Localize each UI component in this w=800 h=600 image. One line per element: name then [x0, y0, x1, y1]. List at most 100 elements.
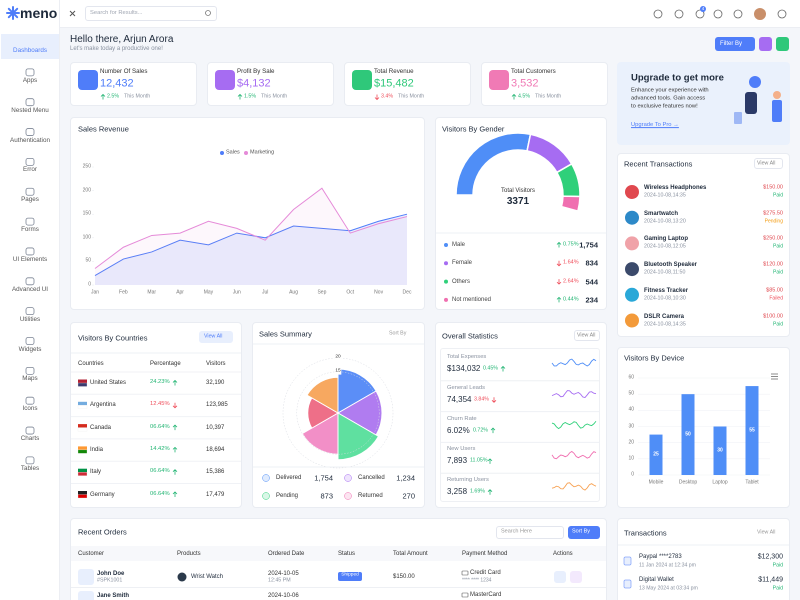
column-header: Customer	[78, 551, 105, 557]
menu-item[interactable]: Widgets	[18, 345, 42, 353]
label: Not mentioned	[452, 296, 492, 303]
label: Search Here	[501, 528, 532, 535]
label: 2024-10-08,14:35	[644, 192, 686, 199]
menu-item[interactable]: Dashboards	[13, 46, 47, 54]
label: 1.69%	[470, 488, 486, 495]
download-button[interactable]	[759, 37, 772, 51]
label[interactable]: View All	[577, 332, 596, 339]
x-tick-label: May	[203, 289, 214, 296]
value-label: 544	[585, 276, 598, 286]
menu-item[interactable]: Icons	[22, 405, 38, 413]
label: 12:45 PM	[268, 577, 291, 584]
label: Digital Wallet	[639, 577, 674, 583]
label: Returned	[358, 493, 383, 499]
label: $120.00	[763, 261, 783, 268]
menu-item[interactable]: Utilities	[19, 315, 41, 323]
menu-item[interactable]: Advanced UI	[11, 285, 49, 293]
menu-item[interactable]: Apps	[22, 76, 38, 84]
logo: meno	[20, 5, 58, 21]
view-action[interactable]	[554, 571, 566, 583]
view-all-button[interactable]	[199, 331, 233, 343]
label: $275.50	[763, 209, 783, 216]
card-title: Visitors By Gender	[442, 124, 505, 134]
edit-action[interactable]	[570, 571, 582, 583]
value-label: 834	[585, 258, 598, 268]
search-box[interactable]	[85, 6, 217, 21]
menu-item[interactable]: Maps	[22, 375, 38, 383]
column-header: Actions	[553, 551, 573, 557]
label: Pending	[276, 493, 299, 499]
label: 10,397	[206, 424, 225, 431]
label: Delivered	[276, 475, 302, 481]
label: 32,190	[206, 380, 225, 386]
label: $150.00	[393, 574, 415, 580]
column-header: Total Amount	[393, 551, 428, 557]
label: General Leads	[447, 384, 486, 391]
stat-value: 74,354	[447, 394, 472, 404]
x-tick-label: Apr	[176, 289, 184, 296]
column-header: Countries	[78, 361, 104, 367]
search-input[interactable]	[496, 526, 564, 539]
value-label: 1,754	[579, 240, 598, 250]
label: 2024-10-08,12:05	[644, 243, 686, 250]
label: 2024-10-08,13:20	[644, 218, 686, 225]
stat-value: $15,482	[374, 77, 414, 90]
y-tick-label: 10	[628, 455, 634, 462]
label: Germany	[90, 491, 115, 498]
label: 18,694	[206, 446, 225, 453]
stat-icon	[352, 70, 372, 90]
label[interactable]: View All	[204, 333, 223, 340]
label: 12.45%	[150, 401, 170, 408]
export-button[interactable]	[776, 37, 789, 51]
y-tick-label: 150	[82, 210, 91, 217]
menu-item[interactable]: Error	[23, 166, 37, 174]
menu-item[interactable]: Nested Menu	[11, 106, 49, 114]
menu-item[interactable]: Authentication	[10, 136, 50, 144]
x-tick-label: Tablet	[745, 479, 759, 486]
view-all-button[interactable]	[574, 330, 600, 341]
sort-button[interactable]: Sort By	[389, 330, 407, 337]
y-tick-label: 50	[628, 390, 634, 397]
label: 06.64%	[150, 423, 170, 430]
menu-item[interactable]: Forms	[21, 225, 39, 233]
x-tick-label: Mar	[147, 289, 157, 296]
upgrade-link[interactable]: Upgrade To Pro →	[631, 122, 679, 129]
card-title: Overall Statistics	[442, 331, 498, 341]
label: Wrist Watch	[191, 574, 224, 580]
x-tick-label: Aug	[289, 289, 298, 296]
x-tick-label: Feb	[119, 289, 128, 296]
label: Profit By Sale	[237, 67, 275, 75]
label: This Month	[124, 93, 151, 100]
label: This Month	[261, 93, 288, 100]
label: This Month	[398, 93, 425, 100]
column-header: Percentage	[150, 361, 181, 367]
table-header	[71, 546, 606, 561]
label: Italy	[90, 469, 102, 476]
stat-icon	[78, 70, 98, 90]
bar-label: 55	[749, 427, 755, 434]
visitors-countries-card	[70, 322, 242, 508]
label[interactable]: View All	[757, 160, 776, 167]
label: Total Revenue	[374, 67, 414, 75]
greeting: Hello there, Arjun Arora	[70, 34, 174, 45]
subtitle: Let's make today a productive one!	[70, 46, 163, 52]
x-tick-label: Jan	[90, 289, 100, 296]
menu-item[interactable]: UI Elements	[12, 255, 48, 263]
menu-item[interactable]: Charts	[20, 434, 40, 442]
menu-item[interactable]: Pages	[21, 196, 39, 204]
label[interactable]: Sort By	[572, 528, 591, 535]
menu-item[interactable]: Tables	[20, 464, 40, 472]
label: Jane Smith	[97, 592, 130, 599]
stat-value: 7,893	[447, 456, 468, 466]
view-all-button[interactable]	[754, 158, 783, 169]
label[interactable]: View All	[757, 529, 776, 536]
sort-button[interactable]	[568, 526, 600, 539]
stat-icon	[489, 70, 509, 90]
column-header: Status	[338, 551, 356, 557]
label: 17,479	[206, 491, 225, 498]
status: Paid	[772, 243, 783, 250]
filter-button[interactable]	[715, 37, 755, 51]
upgrade-card	[617, 62, 790, 145]
label: 3.84%	[474, 396, 490, 403]
label: 06.64%	[150, 490, 170, 497]
